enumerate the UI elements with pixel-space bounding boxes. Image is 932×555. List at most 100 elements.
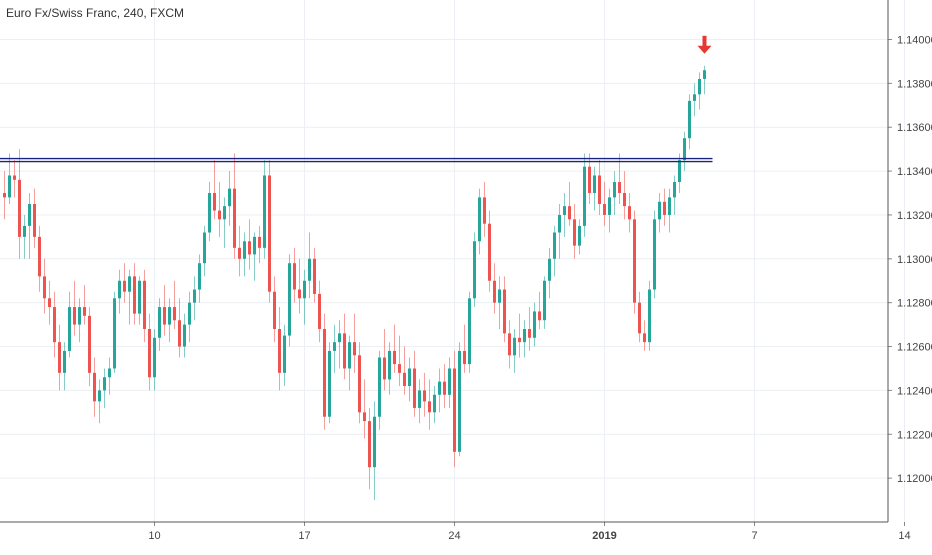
candle-body [553,232,556,259]
candle-body [598,175,601,204]
axes: 1.12000 1.12200 1.12400 1.12600 1.12800 1.130… [0,0,932,542]
candle-body [513,337,516,356]
candle-body [173,307,176,321]
candle-body [218,210,221,220]
candle-body [458,350,461,452]
candle-body [688,100,691,139]
candle-body [78,307,81,325]
candle-body [33,203,36,237]
candle-body [358,355,361,413]
candle-body [108,368,111,378]
candle-body [73,307,76,325]
candle-body [313,258,316,294]
candle-body [573,219,576,246]
candle-body [153,337,156,378]
candle-body [673,182,676,198]
candle-body [148,328,151,378]
candle-body [233,188,236,248]
candle-body [363,412,366,422]
candle-body [53,307,56,343]
candle-body [403,372,406,387]
candle-body [28,203,31,226]
candle-body [438,381,441,395]
candle-body [703,70,706,79]
arrow-shaft [702,35,707,47]
candle-body [63,350,66,373]
candle-body [118,280,121,299]
candle-body [343,333,346,369]
candle-body [533,311,536,338]
candle-body [408,368,411,387]
candle-body [338,333,341,343]
candle-body [103,377,106,391]
candle-body [353,342,356,356]
y-tick-label: 1.13400 [897,166,932,178]
candle-body [223,206,226,220]
candle-body [243,241,246,259]
candle-body [603,203,606,215]
x-tick-label: 7 [751,530,757,542]
candle-body [663,201,666,215]
grid [0,0,905,522]
candle-body [258,236,261,248]
candle-body [483,197,486,224]
candle-body [538,311,541,321]
y-tick-label: 1.12200 [897,429,932,441]
y-tick-label: 1.12000 [897,473,932,485]
candle-body [178,320,181,347]
candle-body [523,328,526,343]
candle-body [488,223,491,281]
candle-body [23,225,26,237]
candle-body [133,276,136,314]
candle-body [698,78,701,95]
candle-body [163,307,166,325]
candle-body [448,368,451,395]
candle-body [583,166,586,226]
candle-body [263,175,266,248]
candle-body [93,372,96,402]
candle-body [18,179,21,237]
candle-body [468,298,471,365]
candle-body [323,328,326,417]
y-tick-label: 1.13800 [897,78,932,90]
candle-body [348,342,351,369]
candle-body [693,94,696,101]
candle-body [658,201,661,220]
candle-body [623,193,626,207]
candle-body [198,263,201,290]
candle-body [613,182,616,198]
chart-title: Euro Fx/Swiss Franc, 240, FXCM [6,6,185,20]
candle-body [143,280,146,329]
candle-body [563,206,566,215]
candle-body [203,232,206,264]
candle-body [8,175,11,198]
candle-body [268,175,271,292]
x-tick-label: 24 [448,530,460,542]
candle-body [503,289,506,334]
candle-body [168,307,171,325]
y-tick-label: 1.13000 [897,254,932,266]
candle-body [643,333,646,343]
x-tick-label: 10 [148,530,160,542]
candle-body [413,368,416,408]
candle-body [558,214,561,233]
candle-body [333,342,336,351]
candle-body [678,160,681,183]
candle-body [128,276,131,292]
candle-body [138,280,141,314]
candle-body [298,289,301,299]
candle-body [308,258,311,281]
candle-body [668,197,671,215]
x-tick-label: 17 [298,530,310,542]
candle-body [473,241,476,299]
candle-body [273,291,276,329]
candle-body [283,335,286,373]
candle-body [593,175,596,194]
candle-body [653,219,656,290]
candle-body [648,289,651,343]
candle-body [123,280,126,292]
candle-body [328,350,331,417]
candle-body [528,328,531,338]
x-tick-label: 2019 [592,530,616,542]
